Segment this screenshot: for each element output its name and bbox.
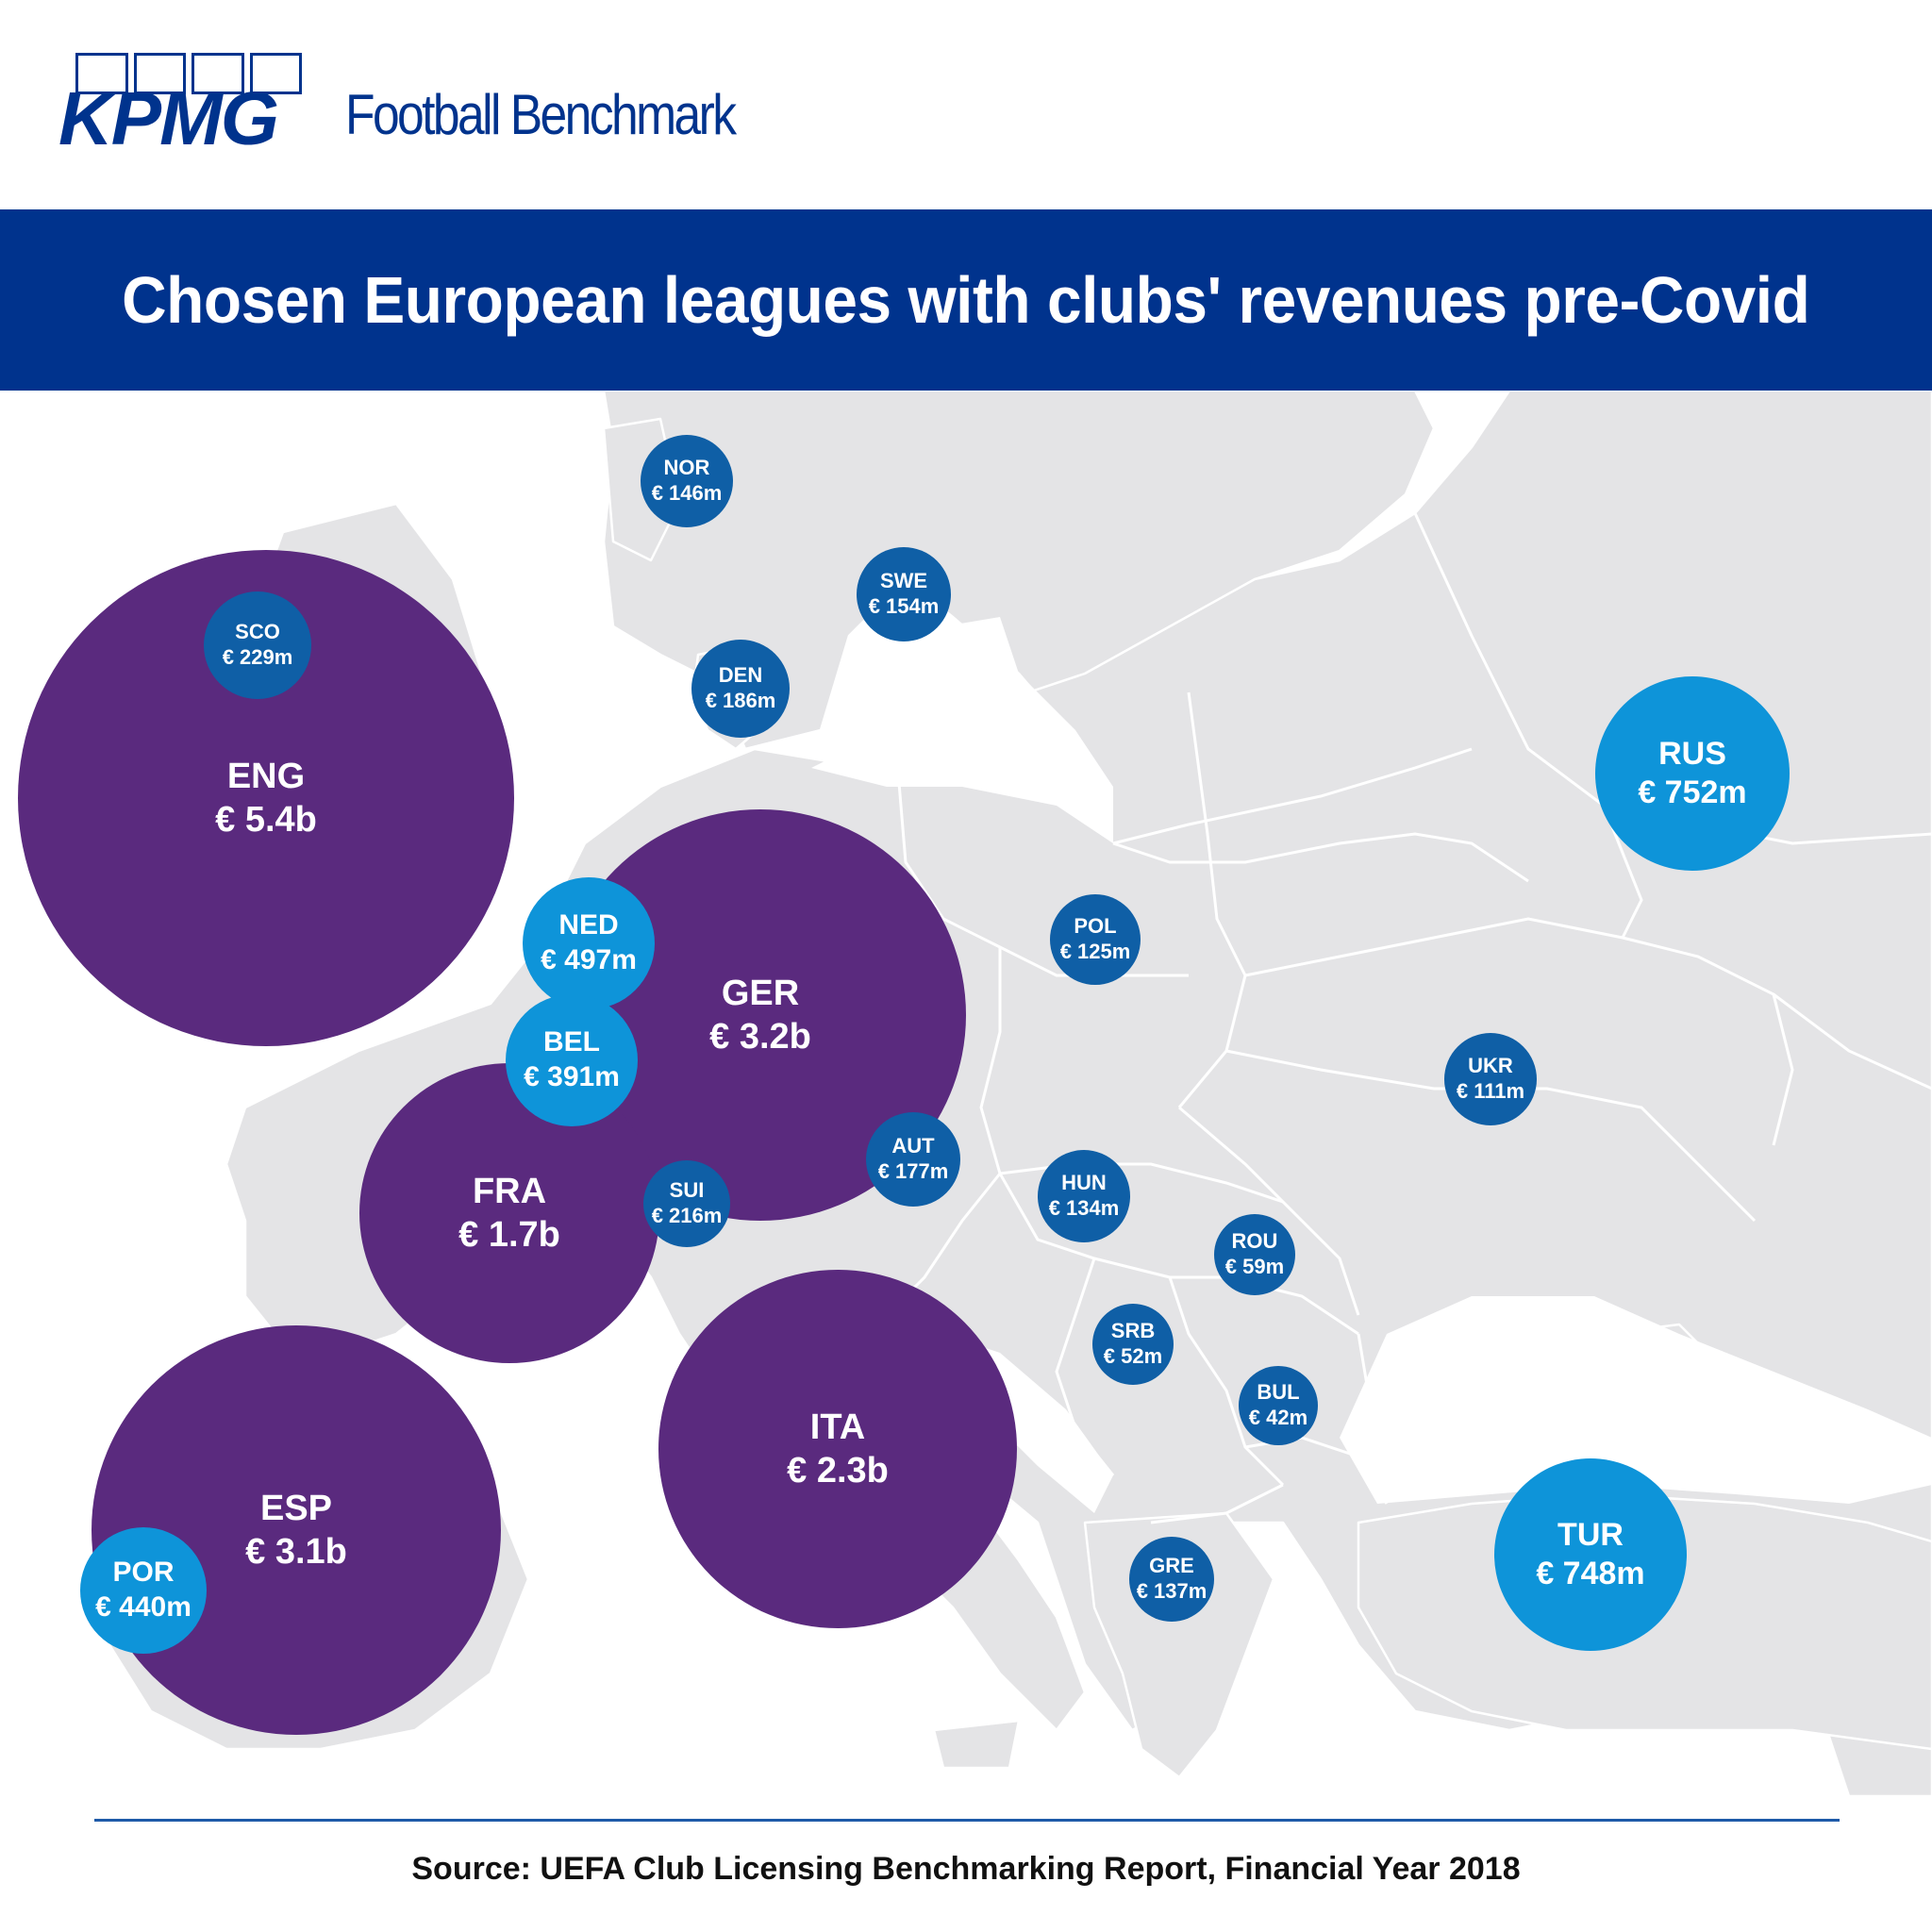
- league-revenue: € 229m: [222, 645, 293, 669]
- league-revenue: € 440m: [95, 1591, 192, 1623]
- league-revenue: € 154m: [868, 594, 940, 618]
- league-bubble-sui: SUI € 216m: [643, 1160, 730, 1247]
- league-revenue: € 137m: [1136, 1579, 1208, 1603]
- league-bubble-rou: ROU € 59m: [1214, 1214, 1295, 1295]
- league-revenue: € 52m: [1103, 1344, 1163, 1368]
- league-bubble-nor: NOR € 146m: [641, 435, 733, 527]
- league-code: SWE: [879, 569, 928, 593]
- league-revenue: € 177m: [877, 1159, 949, 1183]
- title-band: Chosen European leagues with clubs' reve…: [0, 209, 1932, 391]
- league-bubble-por: POR € 440m: [80, 1527, 207, 1654]
- league-bubble-bel: BEL € 391m: [506, 994, 638, 1126]
- league-bubble-ned: NED € 497m: [523, 877, 655, 1009]
- league-code: SRB: [1110, 1319, 1156, 1343]
- league-revenue: € 497m: [541, 944, 637, 975]
- league-revenue: € 3.2b: [709, 1017, 811, 1057]
- league-code: BUL: [1257, 1380, 1300, 1405]
- league-code: SCO: [235, 620, 280, 644]
- league-revenue: € 59m: [1224, 1255, 1285, 1278]
- league-revenue: € 748m: [1536, 1556, 1645, 1591]
- europe-map: ENG € 5.4b GER € 3.2b ESP € 3.1b ITA € 2.3b FRA €…: [0, 391, 1932, 1796]
- league-code: FRA: [472, 1171, 547, 1211]
- league-code: GRE: [1149, 1554, 1194, 1578]
- league-bubble-sco: SCO € 229m: [204, 591, 311, 699]
- league-code: BEL: [543, 1026, 600, 1058]
- league-revenue: € 111m: [1456, 1079, 1525, 1103]
- league-revenue: € 186m: [705, 689, 776, 712]
- footer-divider: [94, 1819, 1840, 1822]
- kpmg-logo: KPMG: [58, 53, 304, 157]
- page-title: Chosen European leagues with clubs' reve…: [122, 263, 1810, 337]
- league-revenue: € 216m: [651, 1204, 723, 1227]
- league-code: POR: [112, 1557, 175, 1589]
- league-code: RUS: [1658, 735, 1726, 772]
- league-revenue: € 146m: [651, 481, 723, 505]
- league-bubble-swe: SWE € 154m: [857, 547, 951, 641]
- league-code: AUT: [891, 1134, 935, 1158]
- league-code: ITA: [809, 1407, 866, 1447]
- league-bubble-tur: TUR € 748m: [1494, 1458, 1687, 1651]
- league-bubble-ukr: UKR € 111m: [1444, 1033, 1537, 1125]
- league-revenue: € 125m: [1059, 940, 1131, 963]
- baltic-sea: [811, 617, 1113, 843]
- league-code: TUR: [1557, 1516, 1624, 1553]
- league-bubble-gre: GRE € 137m: [1129, 1537, 1214, 1622]
- league-bubble-den: DEN € 186m: [691, 640, 790, 738]
- logo-squares: [75, 53, 302, 94]
- league-revenue: € 2.3b: [787, 1451, 889, 1491]
- league-code: DEN: [718, 663, 763, 688]
- league-bubble-bul: BUL € 42m: [1239, 1366, 1318, 1445]
- league-revenue: € 391m: [524, 1061, 620, 1092]
- league-bubble-rus: RUS € 752m: [1595, 676, 1790, 871]
- league-code: HUN: [1061, 1171, 1107, 1195]
- league-revenue: € 752m: [1638, 774, 1747, 810]
- league-bubble-srb: SRB € 52m: [1092, 1304, 1174, 1385]
- black-sea: [1340, 1296, 1932, 1504]
- source-note: Source: UEFA Club Licensing Benchmarking…: [411, 1851, 1521, 1887]
- league-code: SUI: [669, 1178, 705, 1203]
- league-revenue: € 1.7b: [458, 1215, 560, 1255]
- brand-subtitle: Football Benchmark: [345, 83, 737, 146]
- country-borders: [885, 512, 1932, 1524]
- league-code: UKR: [1468, 1054, 1513, 1078]
- league-bubble-aut: AUT € 177m: [866, 1112, 960, 1207]
- league-code: GER: [721, 973, 800, 1013]
- league-bubble-hun: HUN € 134m: [1038, 1150, 1130, 1242]
- league-revenue: € 42m: [1248, 1406, 1308, 1429]
- league-bubble-ita: ITA € 2.3b: [658, 1270, 1017, 1628]
- league-revenue: € 5.4b: [215, 800, 317, 840]
- league-revenue: € 134m: [1048, 1196, 1120, 1220]
- league-revenue: € 3.1b: [245, 1532, 347, 1572]
- league-bubble-pol: POL € 125m: [1050, 894, 1141, 985]
- league-code: NOR: [663, 456, 710, 480]
- sicily-land: [932, 1719, 1021, 1770]
- league-code: ENG: [226, 756, 306, 796]
- league-code: ESP: [259, 1488, 333, 1528]
- logo-wordmark: KPMG: [58, 76, 279, 160]
- league-code: POL: [1074, 914, 1117, 939]
- league-code: NED: [558, 909, 619, 941]
- league-code: ROU: [1231, 1229, 1278, 1254]
